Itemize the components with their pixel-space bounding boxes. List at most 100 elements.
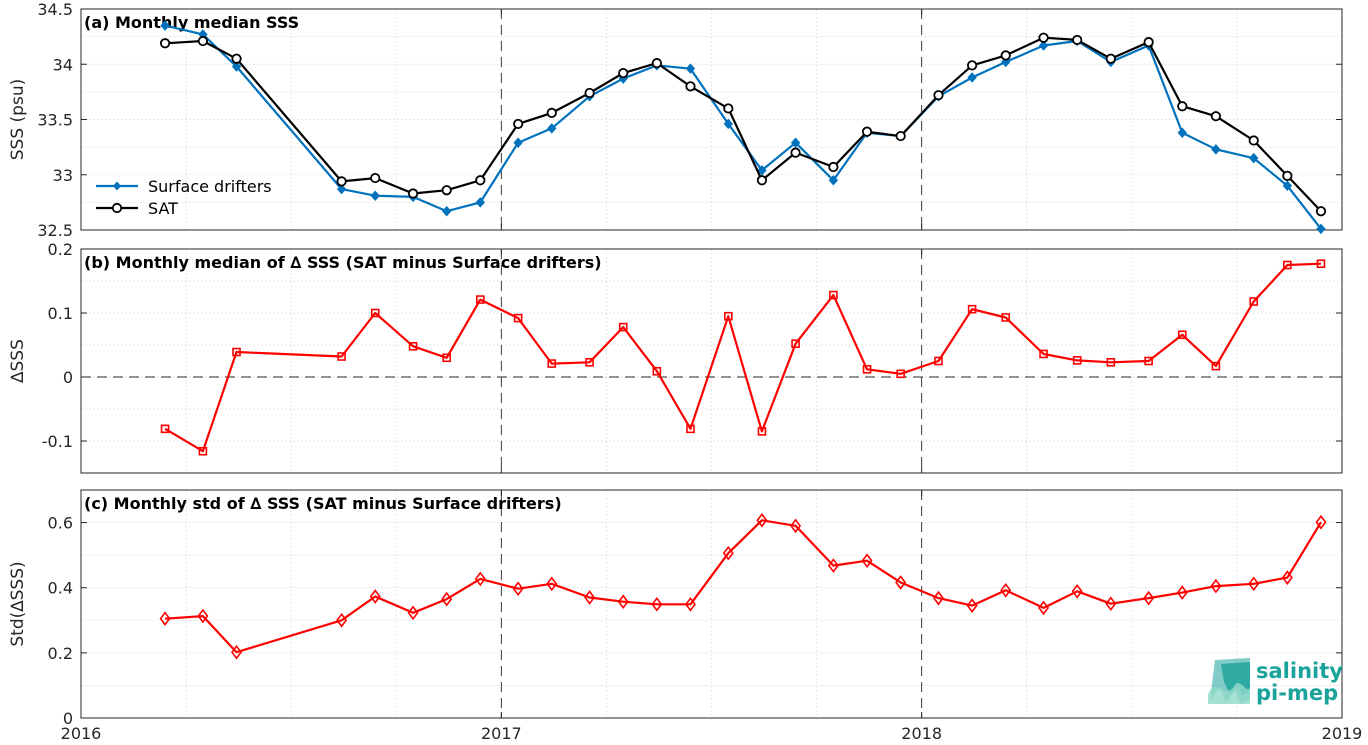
series-line-sat <box>165 36 1322 212</box>
data-point-square <box>967 304 977 314</box>
data-point-square <box>1039 349 1048 359</box>
data-point-diamond <box>336 612 348 628</box>
panel-c: 0 0.2 0.4 0.6 2016 2017 2018 2019 Std(∆SSS) (c) M… <box>8 489 1362 743</box>
data-point-diamond <box>756 512 768 528</box>
data-point-square <box>337 352 346 361</box>
data-point-diamond <box>1282 180 1293 192</box>
data-point-square <box>513 313 523 323</box>
data-point-diamond <box>1281 570 1293 585</box>
series-line-2 <box>165 519 1322 654</box>
y-tick-label: 32.5 <box>37 221 73 240</box>
data-point-square <box>585 357 594 367</box>
data-point-circle <box>1143 37 1154 48</box>
data-point-diamond <box>895 575 907 590</box>
data-point-circle <box>513 118 524 130</box>
data-point-diamond <box>474 571 486 587</box>
data-point-diamond <box>1315 514 1327 530</box>
data-point-square <box>547 359 557 368</box>
data-point-square <box>408 341 418 351</box>
data-point-diamond <box>231 61 242 72</box>
data-point-diamond <box>967 72 977 83</box>
data-point-circle <box>756 175 768 186</box>
data-point-diamond <box>1177 127 1187 139</box>
y-axis-label: Std(∆SSS) <box>8 561 28 646</box>
data-point-circle <box>651 58 662 69</box>
data-point-diamond <box>1249 152 1259 164</box>
data-point-circle <box>1072 34 1083 46</box>
data-point-square <box>1106 357 1116 367</box>
data-point-square <box>442 353 451 363</box>
data-point-circle <box>584 87 595 99</box>
data-point-circle <box>197 35 208 47</box>
logo-text-salinity: salinity <box>1256 659 1343 683</box>
y-tick-label: 0.4 <box>48 579 73 598</box>
y-tick-label: 34.5 <box>37 0 73 19</box>
data-point-square <box>757 427 767 436</box>
data-point-square <box>1316 259 1326 269</box>
data-point-circle <box>933 90 944 101</box>
data-point-circle <box>441 185 452 196</box>
data-point-diamond <box>757 165 767 176</box>
data-point-diamond <box>651 596 663 612</box>
y-tick-label: 33.5 <box>37 111 73 130</box>
data-point-circle <box>159 38 171 49</box>
data-point-square <box>1211 361 1221 371</box>
data-point-diamond <box>1038 600 1050 616</box>
panel-title: (c) Monthly std of ∆ SSS (SAT minus Surf… <box>84 494 562 513</box>
data-point-diamond <box>685 63 696 74</box>
data-point-square <box>1283 260 1292 270</box>
data-point-square <box>829 290 838 300</box>
data-point-circle <box>1038 32 1049 43</box>
data-point-square <box>934 356 943 366</box>
data-point-square <box>1249 297 1259 306</box>
data-point-circle <box>967 60 978 71</box>
data-point-circle <box>1282 170 1293 181</box>
data-point-diamond <box>790 518 802 534</box>
data-point-diamond <box>1176 585 1188 600</box>
data-point-diamond <box>546 576 558 592</box>
data-point-diamond <box>1038 40 1049 51</box>
data-point-circle <box>618 67 629 79</box>
data-point-square <box>232 347 241 357</box>
data-point-diamond <box>932 590 944 606</box>
data-point-diamond <box>160 20 170 31</box>
data-point-diamond <box>369 589 381 604</box>
axis-box <box>80 248 1343 474</box>
legend-label: Surface drifters <box>148 177 272 196</box>
data-point-circle <box>370 172 381 184</box>
logo-wave-icon <box>1208 658 1250 704</box>
data-point-diamond <box>827 558 839 573</box>
data-point-circle <box>475 175 486 186</box>
panel-title: (a) Monthly median SSS <box>84 13 299 32</box>
x-tick-label: 2017 <box>481 724 522 743</box>
data-point-diamond <box>1248 576 1260 592</box>
salinity-pi-mep-logo: salinity pi-mep <box>1208 658 1343 705</box>
data-point-circle <box>1248 135 1259 146</box>
x-tick-label: 2018 <box>901 724 942 743</box>
data-point-square <box>370 308 380 318</box>
y-tick-label: 0 <box>63 709 73 728</box>
data-point-circle <box>231 53 242 64</box>
y-axis-label: ∆SSS <box>8 339 28 384</box>
legend-marker-diamond <box>113 181 121 191</box>
data-point-diamond <box>442 205 452 217</box>
panel-b: -0.1 0 0.1 0.2 ∆SSS (b) Monthly median of ∆ S… <box>8 240 1343 474</box>
data-point-square <box>160 424 170 434</box>
data-point-diamond <box>828 175 839 186</box>
data-point-diamond <box>722 545 734 561</box>
data-point-diamond <box>617 594 629 610</box>
series-line-surface-drifters <box>164 24 1322 230</box>
data-point-diamond <box>1316 223 1326 235</box>
data-point-square <box>862 365 872 374</box>
legend-label: SAT <box>148 199 178 218</box>
y-tick-label: 0 <box>63 368 73 387</box>
data-point-diamond <box>513 137 523 148</box>
data-point-diamond <box>1000 582 1012 598</box>
data-point-diamond <box>723 118 733 130</box>
data-point-circle <box>1315 206 1327 217</box>
data-point-diamond <box>441 591 453 607</box>
data-point-square <box>618 322 628 332</box>
y-tick-label: 0.6 <box>48 514 73 533</box>
data-point-circle <box>895 130 906 142</box>
